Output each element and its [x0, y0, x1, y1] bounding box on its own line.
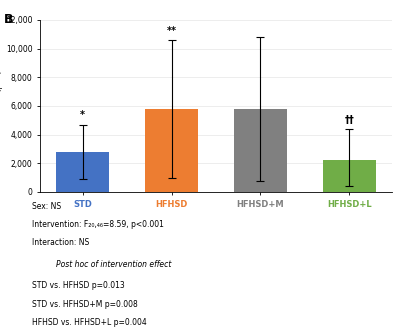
- Text: STD vs. HFHSD+M p=0.008: STD vs. HFHSD+M p=0.008: [32, 300, 138, 308]
- Text: Sex: NS: Sex: NS: [32, 202, 61, 211]
- Text: Post hoc of intervention effect: Post hoc of intervention effect: [56, 260, 171, 269]
- Y-axis label: Visceral adipocyte
surface area (μm²): Visceral adipocyte surface area (μm²): [0, 70, 3, 142]
- Bar: [323, 161, 376, 192]
- Text: HFHSD vs. HFHSD+L p=0.004: HFHSD vs. HFHSD+L p=0.004: [32, 318, 147, 327]
- Text: ††: ††: [344, 115, 354, 124]
- Text: Interaction: NS: Interaction: NS: [32, 238, 89, 247]
- Text: **: **: [166, 25, 176, 36]
- Bar: [234, 109, 287, 192]
- Text: B: B: [4, 13, 14, 26]
- Bar: [56, 152, 109, 192]
- Text: STD vs. HFHSD p=0.013: STD vs. HFHSD p=0.013: [32, 281, 125, 290]
- Bar: [145, 109, 198, 192]
- Text: *: *: [80, 110, 85, 120]
- Text: Intervention: F₂₀,₄₆=8.59, p<0.001: Intervention: F₂₀,₄₆=8.59, p<0.001: [32, 220, 164, 229]
